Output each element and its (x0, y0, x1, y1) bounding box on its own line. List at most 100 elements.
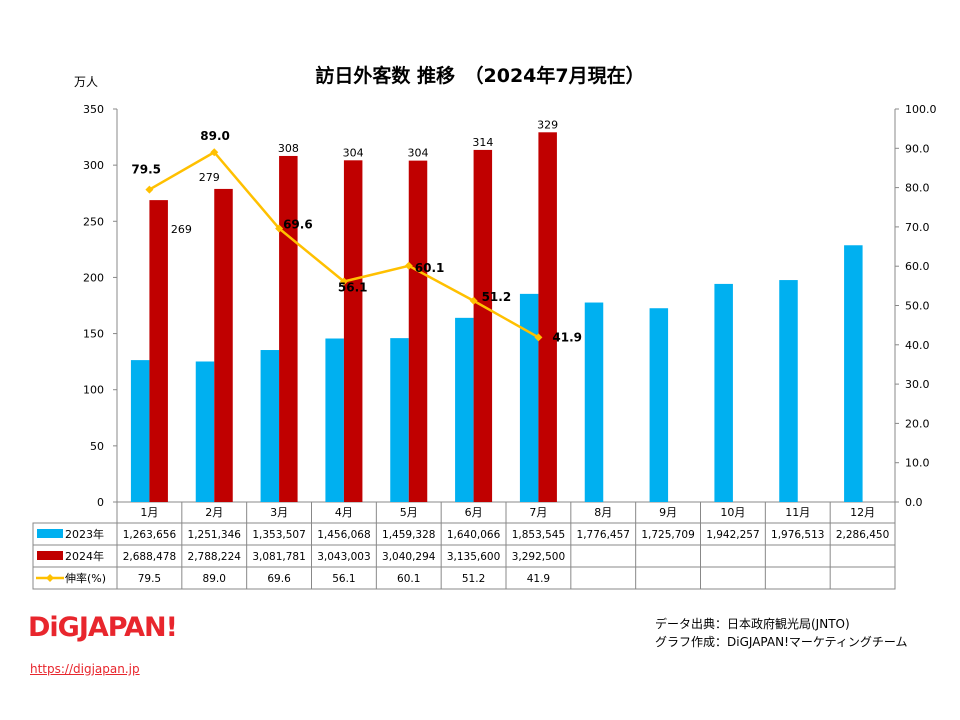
growth-rate-label: 41.9 (552, 330, 582, 344)
bar-2024 (538, 132, 557, 502)
table-cell: 41.9 (527, 573, 550, 585)
right-tick-label: 60.0 (905, 260, 930, 273)
right-tick-label: 10.0 (905, 457, 930, 470)
table-cell: 1,459,328 (382, 529, 435, 541)
bar-2023 (714, 283, 733, 502)
bar-2024-label: 304 (408, 147, 429, 160)
bar-2023 (844, 245, 863, 502)
table-cell: 1,456,068 (317, 529, 370, 541)
right-tick-label: 20.0 (905, 417, 930, 430)
bar-2023 (649, 308, 669, 502)
bar-2024 (343, 160, 363, 502)
growth-rate-point (404, 261, 413, 270)
growth-rate-point (339, 277, 348, 286)
category-label: 3月 (270, 506, 288, 519)
category-label: 8月 (594, 506, 612, 519)
growth-rate-label: 79.5 (131, 163, 161, 177)
table-cell: 1,942,257 (706, 529, 759, 541)
chart-title: 訪日外客数 推移 （2024年7月現在） (315, 64, 644, 87)
legend-label: 2024年 (65, 549, 104, 563)
table-cell: 3,043,003 (317, 551, 370, 563)
category-label: 7月 (529, 506, 547, 519)
digjapan-logo: DiGJAPAN! (28, 612, 178, 643)
data-source: データ出典：日本政府観光局(JNTO) (655, 617, 850, 631)
table-cell: 1,725,709 (641, 529, 694, 541)
table-cell: 3,081,781 (252, 551, 305, 563)
growth-rate-point (275, 224, 284, 233)
table-cell: 2,688,478 (123, 551, 176, 563)
legend-label: 伸率(%) (65, 571, 106, 585)
category-label: 10月 (720, 506, 745, 519)
table-cell: 1,976,513 (771, 529, 824, 541)
right-tick-label: 80.0 (905, 182, 930, 195)
bar-2023 (130, 360, 150, 502)
bar-2024-label: 329 (537, 118, 558, 131)
table-cell: 79.5 (138, 573, 161, 585)
table-cell: 56.1 (332, 573, 355, 585)
growth-rate-label: 56.1 (338, 281, 368, 295)
table-cell: 1,640,066 (447, 529, 501, 541)
website-link[interactable]: https://digjapan.jp (30, 662, 140, 676)
bar-2023 (519, 293, 539, 502)
legend-label: 2023年 (65, 527, 104, 541)
table-cell: 2,788,224 (188, 551, 242, 563)
table-cell: 69.6 (267, 573, 291, 585)
left-axis-unit: 万人 (74, 75, 98, 89)
right-tick-label: 100.0 (905, 103, 937, 116)
growth-rate-label: 51.2 (482, 290, 512, 304)
category-label: 2月 (205, 506, 223, 519)
right-tick-label: 70.0 (905, 221, 930, 234)
table-cell: 3,292,500 (512, 551, 565, 563)
bar-2024-label: 308 (278, 142, 299, 155)
table-cell: 3,135,600 (447, 551, 500, 563)
table-cell: 1,353,507 (252, 529, 305, 541)
bar-2023 (779, 280, 798, 502)
table-cell: 51.2 (462, 573, 485, 585)
bar-2024 (473, 149, 493, 502)
chart-credit: グラフ作成：DiGJAPAN!マーケティングチーム (655, 635, 908, 649)
left-tick-label: 250 (83, 215, 104, 228)
growth-rate-label: 69.6 (283, 217, 313, 231)
left-tick-label: 100 (83, 384, 104, 397)
table-cell: 1,251,346 (188, 529, 242, 541)
category-label: 4月 (335, 506, 353, 519)
table-cell: 3,040,294 (382, 551, 436, 563)
bar-2024 (149, 200, 168, 503)
category-label: 1月 (140, 506, 158, 519)
right-tick-label: 40.0 (905, 339, 930, 352)
category-label: 5月 (400, 506, 418, 519)
growth-rate-point (534, 333, 543, 342)
bar-2023 (260, 350, 280, 502)
category-label: 11月 (785, 506, 810, 519)
left-tick-label: 350 (83, 103, 104, 116)
bar-2024 (214, 188, 233, 502)
category-label: 9月 (659, 506, 677, 519)
left-tick-label: 50 (90, 440, 104, 453)
table-cell: 1,853,545 (512, 529, 565, 541)
table-cell: 1,263,656 (123, 529, 177, 541)
growth-rate-point (210, 148, 219, 157)
growth-rate-point (469, 296, 478, 305)
category-label: 6月 (465, 506, 483, 519)
bar-2024-label: 304 (343, 146, 364, 159)
right-tick-label: 0.0 (905, 496, 923, 509)
bar-2024-label: 269 (171, 223, 192, 236)
bar-2024 (279, 155, 298, 502)
right-tick-label: 30.0 (905, 378, 930, 391)
legend-key-2023 (37, 529, 63, 538)
bar-2023 (390, 338, 409, 502)
table-cell: 60.1 (397, 573, 420, 585)
bar-2024 (408, 160, 428, 503)
category-label: 12月 (850, 506, 875, 519)
bar-2023 (195, 361, 215, 502)
left-tick-label: 0 (97, 496, 104, 509)
right-tick-label: 50.0 (905, 300, 930, 313)
table-cell: 2,286,450 (836, 529, 889, 541)
bar-2024-label: 279 (199, 171, 220, 184)
bar-2023 (584, 302, 604, 502)
table-cell: 89.0 (203, 573, 226, 585)
growth-rate-label: 89.0 (200, 129, 230, 143)
bar-2023 (325, 338, 344, 502)
growth-rate-label: 60.1 (415, 261, 445, 275)
